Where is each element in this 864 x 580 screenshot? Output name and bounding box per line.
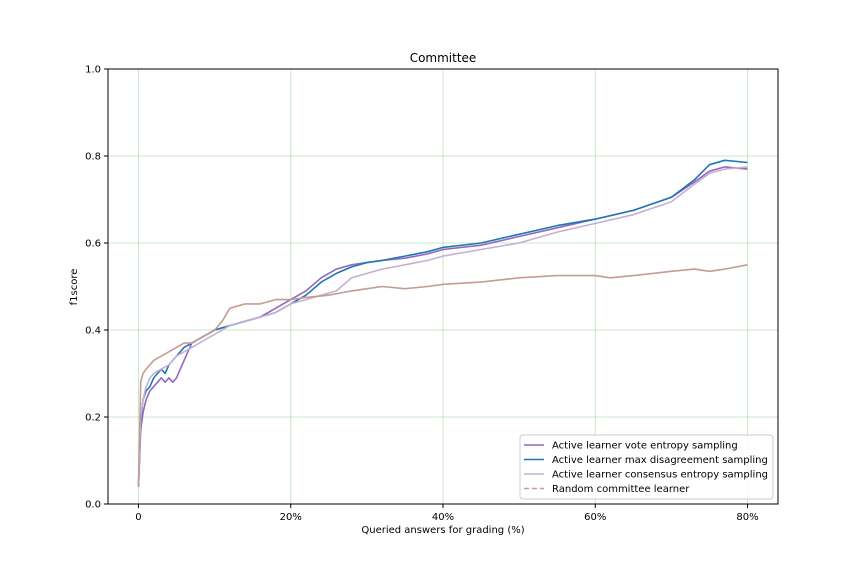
grid — [108, 69, 778, 504]
y-axis-label: f1score — [69, 269, 80, 306]
legend-label: Active learner vote entropy sampling — [552, 441, 738, 452]
x-tick-label: 20% — [280, 512, 302, 523]
series-layer — [137, 159, 748, 487]
y-tick-label: 0.6 — [85, 239, 101, 250]
legend: Active learner vote entropy sampling Acti… — [519, 434, 774, 500]
y-tick-label: 0.8 — [85, 152, 101, 163]
series-line-active-learner-consensus-entropy-sampling — [137, 166, 748, 487]
x-axis: 0 20% 40% 60% 80% — [135, 504, 759, 523]
legend-label: Active learner consensus entropy samplin… — [552, 470, 768, 481]
series-line-random-committee-learner — [137, 264, 748, 487]
chart-title: Committee — [410, 51, 477, 65]
legend-label: Random committee learner — [552, 484, 690, 495]
x-tick-label: 60% — [584, 512, 606, 523]
x-tick-label: 40% — [432, 512, 454, 523]
y-tick-label: 0.4 — [85, 326, 101, 337]
y-axis: 0.0 0.2 0.4 0.6 0.8 1.0 — [85, 65, 108, 511]
y-tick-label: 0.2 — [85, 413, 101, 424]
y-tick-label: 1.0 — [85, 65, 101, 76]
legend-label: Active learner max disagreement sampling — [552, 455, 768, 466]
x-tick-label: 80% — [736, 512, 758, 523]
x-tick-label: 0 — [135, 512, 141, 523]
x-axis-label: Queried answers for grading (%) — [361, 525, 524, 536]
legend-box — [519, 434, 774, 500]
y-tick-label: 0.0 — [85, 500, 101, 511]
